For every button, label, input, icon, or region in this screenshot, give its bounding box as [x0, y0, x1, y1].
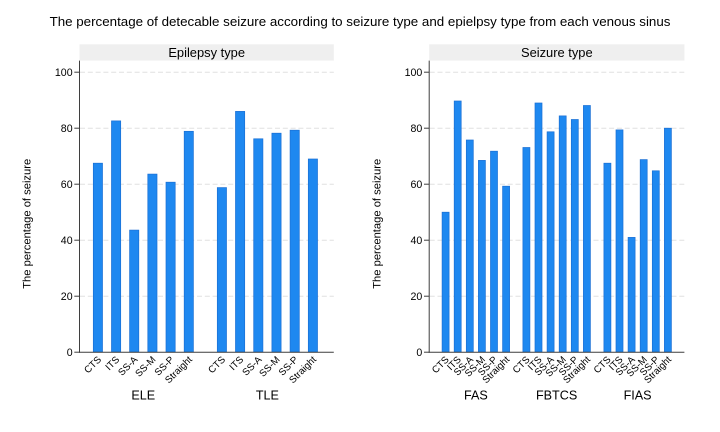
svg-text:20: 20	[61, 291, 73, 303]
svg-text:60: 60	[61, 179, 73, 191]
svg-text:Seizure type: Seizure type	[521, 45, 593, 60]
svg-text:0: 0	[67, 347, 73, 359]
svg-text:80: 80	[61, 123, 73, 135]
svg-text:The percentage of seizure: The percentage of seizure	[22, 159, 34, 289]
svg-text:TLE: TLE	[256, 389, 279, 403]
svg-text:The percentage of seizure: The percentage of seizure	[371, 159, 383, 289]
svg-text:The percentage of detecable se: The percentage of detecable seizure acco…	[50, 14, 671, 29]
svg-text:60: 60	[411, 179, 423, 191]
svg-text:0: 0	[416, 347, 422, 359]
svg-text:40: 40	[61, 235, 73, 247]
svg-text:100: 100	[405, 67, 423, 79]
svg-text:100: 100	[55, 67, 73, 79]
svg-text:FAS: FAS	[464, 389, 488, 403]
svg-text:FIAS: FIAS	[624, 389, 652, 403]
svg-text:ELE: ELE	[131, 389, 155, 403]
svg-text:80: 80	[411, 123, 423, 135]
svg-text:40: 40	[411, 235, 423, 247]
svg-text:Epilepsy type: Epilepsy type	[168, 45, 245, 60]
svg-text:FBTCS: FBTCS	[536, 389, 577, 403]
svg-text:20: 20	[411, 291, 423, 303]
